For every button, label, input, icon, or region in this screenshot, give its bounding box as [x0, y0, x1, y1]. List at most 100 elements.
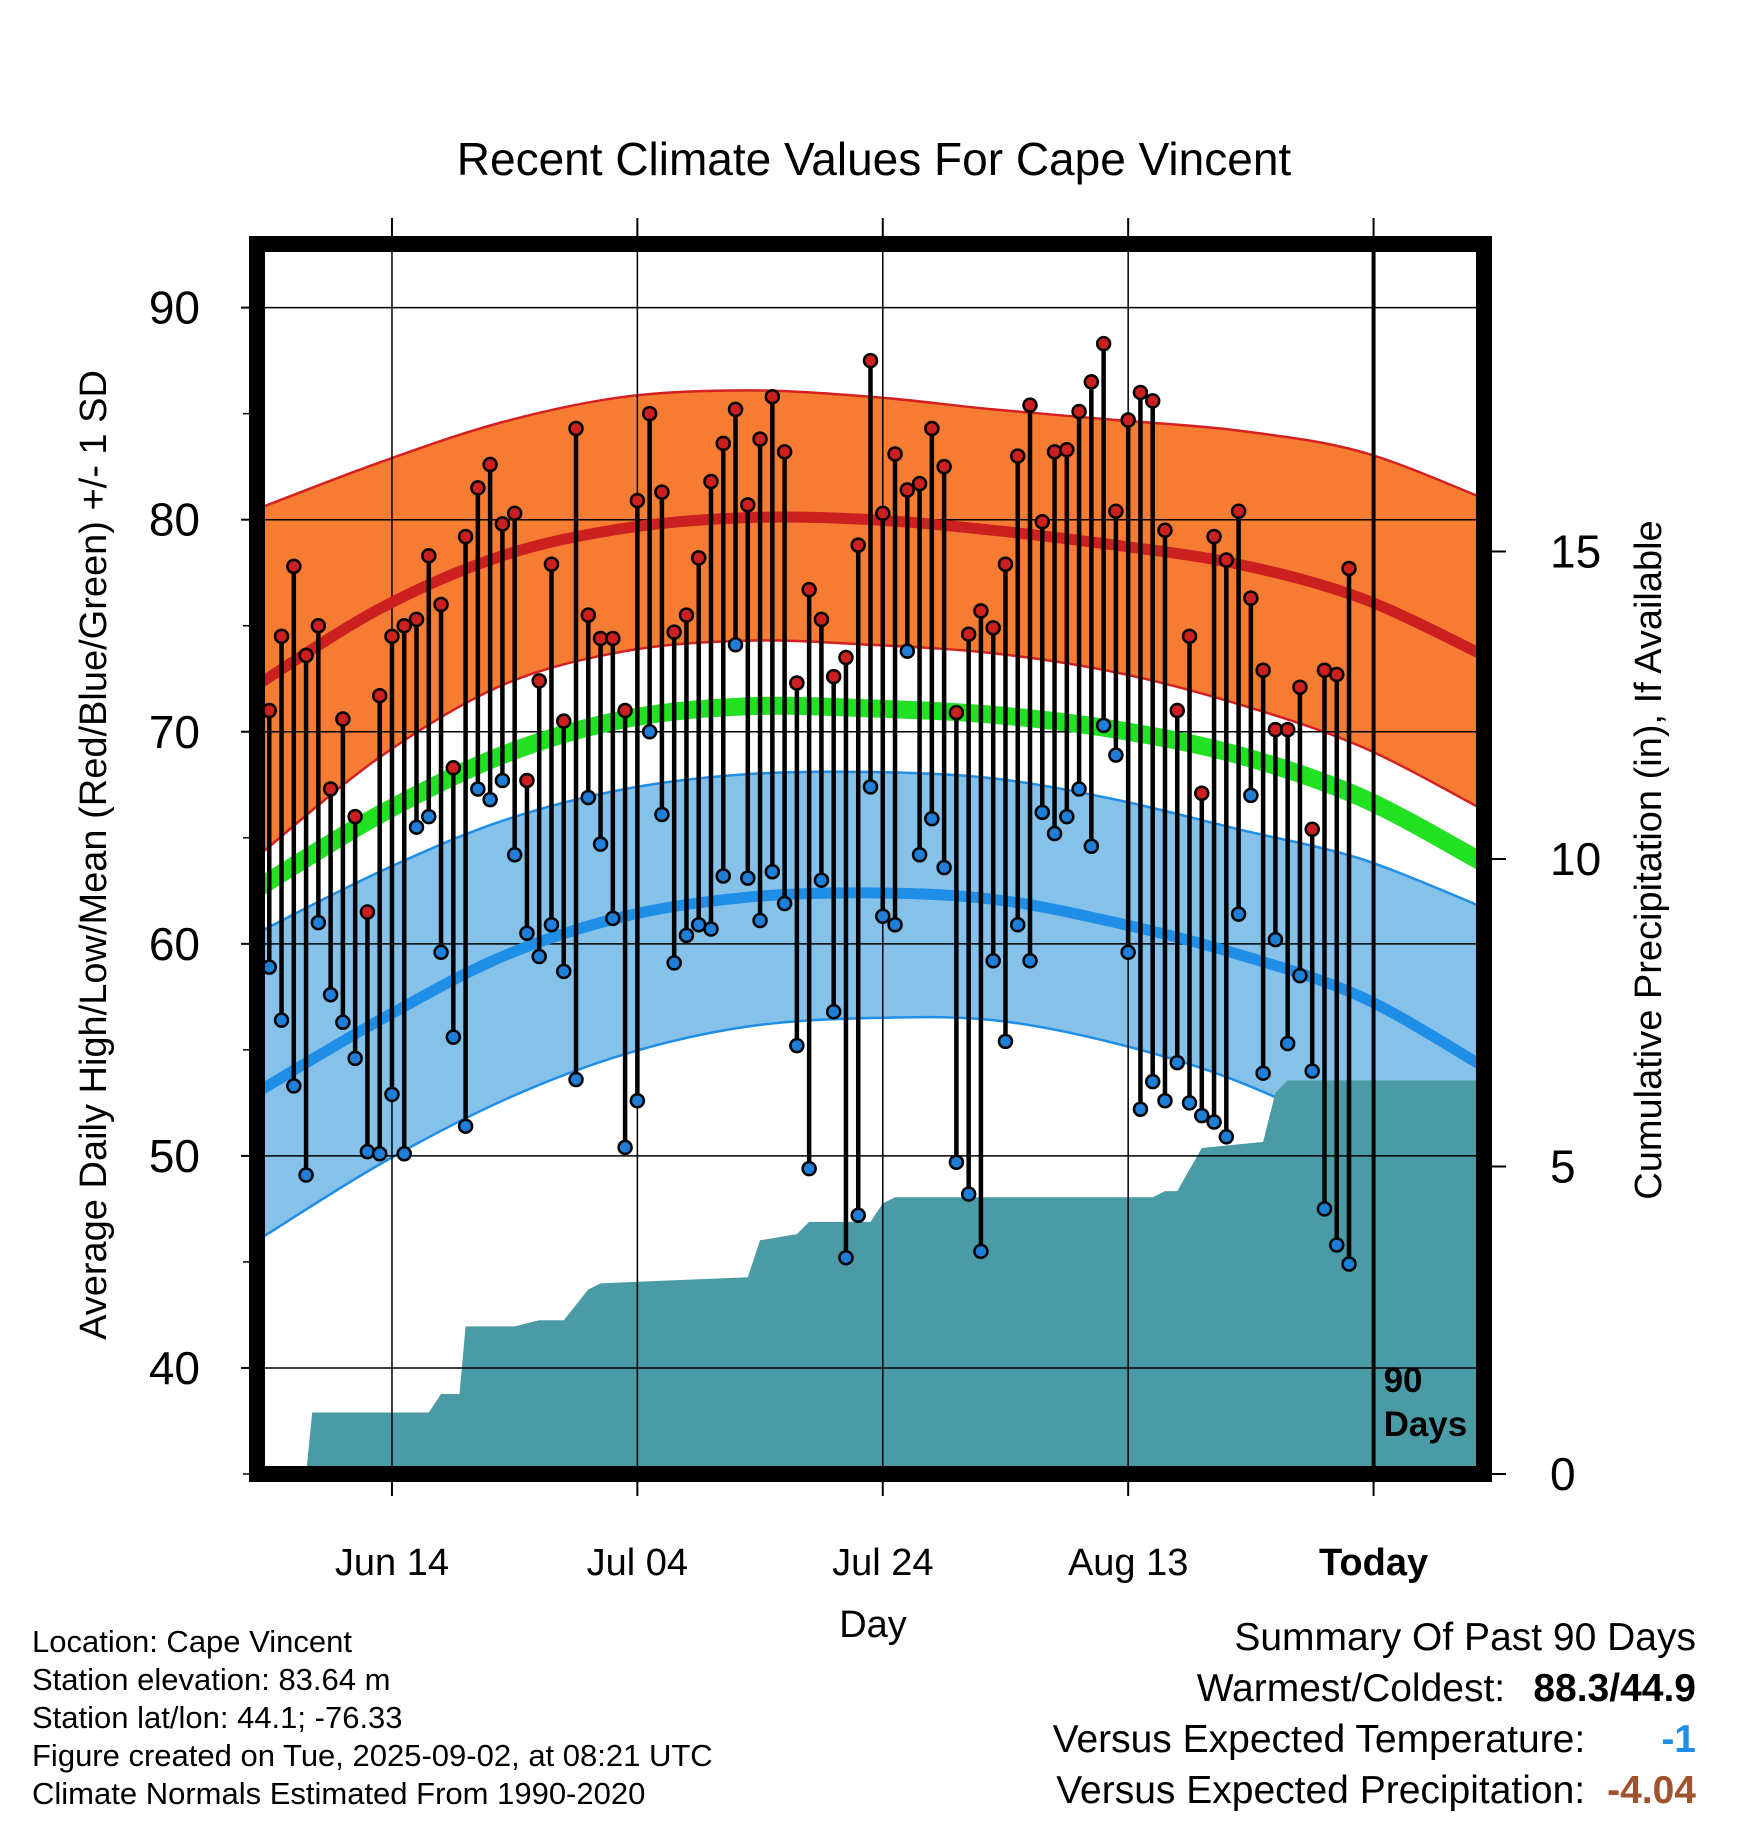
high-point-75 [1157, 522, 1173, 539]
x-tick-label-1: Jul 04 [587, 1542, 688, 1584]
high-point-14 [408, 611, 425, 628]
high-point-46 [801, 581, 817, 598]
x-axis-label: Day [839, 1604, 907, 1646]
high-point-24 [531, 673, 547, 689]
low-point-83 [1255, 1065, 1271, 1081]
high-point-59 [960, 626, 977, 642]
high-point-78 [1194, 785, 1210, 802]
low-point-86 [1292, 967, 1308, 984]
high-point-4 [286, 558, 302, 575]
high-point-52 [875, 505, 891, 522]
daily-stems [254, 343, 1352, 1265]
low-point-16 [433, 944, 449, 961]
low-point-22 [506, 847, 523, 863]
high-point-90 [1341, 560, 1357, 577]
warm-cold-label: Warmest/Coldest: [1196, 1667, 1506, 1710]
high-point-39 [715, 435, 732, 452]
high-point-11 [371, 687, 388, 704]
location-text: Location: Cape Vincent [32, 1624, 352, 1659]
high-point-85 [1279, 721, 1296, 738]
low-point-61 [985, 953, 1001, 969]
low-point-56 [924, 810, 940, 827]
low-point-41 [740, 870, 756, 886]
high-point-10 [359, 904, 376, 920]
low-point-5 [298, 1167, 314, 1183]
low-point-52 [875, 908, 891, 925]
low-point-47 [813, 872, 830, 888]
high-point-57 [936, 458, 952, 475]
x-tick-label-3: Aug 13 [1068, 1542, 1188, 1584]
summary-panel: Summary Of Past 90 Days Warmest/Coldest:… [1053, 1612, 1696, 1816]
high-point-40 [727, 401, 744, 418]
high-point-80 [1218, 552, 1235, 568]
high-point-12 [384, 628, 400, 645]
high-point-70 [1095, 335, 1112, 352]
high-point-49 [838, 649, 854, 666]
x-tick-label-4: Today [1319, 1542, 1428, 1584]
high-point-62 [997, 556, 1014, 572]
low-point-26 [556, 963, 572, 980]
station-info: Location: Cape Vincent Station elevation… [32, 1623, 713, 1813]
high-point-64 [1022, 397, 1038, 413]
high-point-13 [396, 617, 412, 634]
low-point-43 [764, 863, 781, 880]
precip-value: -4.04 [1607, 1769, 1696, 1812]
high-point-87 [1304, 821, 1320, 838]
low-point-82 [1243, 787, 1259, 804]
high-point-76 [1169, 702, 1185, 719]
low-point-39 [715, 868, 732, 884]
low-point-8 [335, 1014, 351, 1031]
high-point-61 [985, 620, 1001, 636]
low-point-24 [531, 948, 547, 965]
high-point-34 [654, 484, 670, 500]
high-point-9 [347, 808, 363, 825]
temp-value: -1 [1661, 1718, 1696, 1761]
y2-tick-label-15: 15 [1550, 526, 1601, 578]
today-days-label: 90 Days [1384, 1361, 1468, 1444]
high-point-3 [273, 628, 290, 645]
low-point-9 [347, 1050, 363, 1067]
high-point-5 [298, 647, 314, 664]
high-point-55 [911, 475, 928, 492]
low-point-78 [1194, 1107, 1210, 1124]
high-point-38 [703, 473, 719, 490]
high-point-22 [506, 505, 523, 522]
high-point-51 [862, 352, 879, 369]
low-point-36 [678, 927, 695, 944]
plot-border [249, 236, 1492, 1482]
high-point-63 [1009, 448, 1026, 464]
high-point-41 [740, 497, 756, 513]
low-point-68 [1071, 781, 1087, 797]
low-point-17 [445, 1029, 462, 1045]
low-point-11 [371, 1146, 388, 1162]
high-point-28 [580, 607, 597, 623]
high-point-16 [433, 596, 449, 613]
high-point-21 [494, 516, 511, 532]
y-axis-label: Average Daily High/Low/Mean (Red/Blue/Gr… [73, 370, 115, 1340]
low-point-45 [789, 1037, 805, 1054]
low-point-80 [1218, 1129, 1235, 1145]
high-point-68 [1071, 403, 1087, 420]
low-point-74 [1144, 1073, 1161, 1090]
low-point-28 [580, 789, 597, 806]
low-point-3 [273, 1012, 290, 1028]
low-point-69 [1083, 838, 1100, 855]
high-point-30 [605, 630, 621, 647]
summary-precip: Versus Expected Precipitation: -4.04 [1053, 1765, 1696, 1816]
y-tick-label-50: 50 [149, 1130, 200, 1182]
low-point-65 [1034, 804, 1051, 821]
y2-tick-label-5: 5 [1550, 1141, 1576, 1193]
low-point-46 [801, 1160, 817, 1177]
low-point-32 [629, 1093, 646, 1109]
high-point-6 [310, 617, 327, 634]
high-point-67 [1059, 441, 1075, 458]
high-point-35 [666, 624, 682, 640]
high-point-20 [482, 456, 498, 473]
low-point-23 [519, 925, 535, 941]
summary-temp: Versus Expected Temperature: -1 [1053, 1714, 1696, 1765]
x-tick-label-2: Jul 24 [832, 1542, 933, 1584]
low-point-49 [838, 1249, 854, 1266]
low-point-42 [752, 912, 768, 929]
high-point-60 [973, 603, 989, 619]
